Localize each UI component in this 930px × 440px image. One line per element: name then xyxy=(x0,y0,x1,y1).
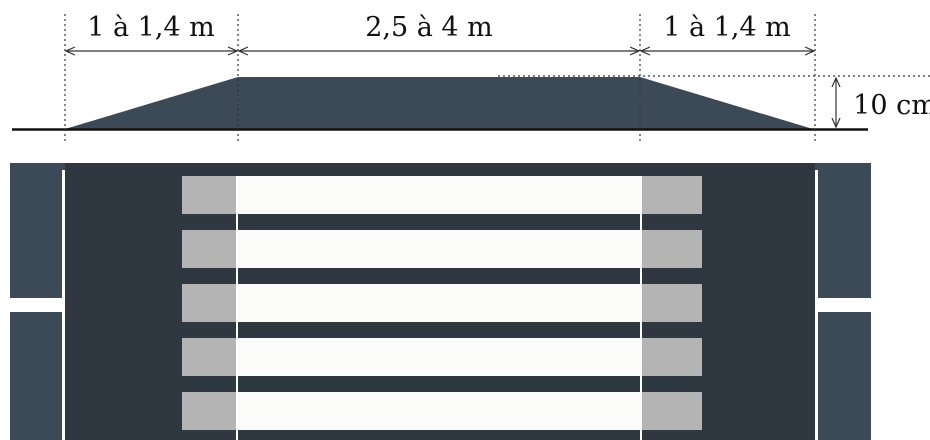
lane-marking-left xyxy=(10,298,62,312)
lane-marking-right xyxy=(818,298,871,312)
profile-view xyxy=(12,77,868,131)
extension-lines xyxy=(64,14,930,142)
crossing-stripe xyxy=(182,230,702,268)
dimension-lines xyxy=(66,51,836,127)
label-ramp-right: 1 à 1,4 m xyxy=(663,12,791,43)
crossing-stripe xyxy=(182,392,702,430)
zebra-crossing xyxy=(182,176,702,430)
edge-line-left xyxy=(62,170,65,440)
crossing-stripe xyxy=(182,338,702,376)
plateau-edge-left xyxy=(236,176,238,440)
plan-view xyxy=(10,163,871,440)
ramp-stripe-shading xyxy=(182,176,702,430)
label-plateau: 2,5 à 4 m xyxy=(365,12,493,43)
plateau-edge-right xyxy=(640,176,642,440)
crossing-stripe xyxy=(182,284,702,322)
speed-table-profile xyxy=(65,77,813,129)
crossing-stripe xyxy=(182,176,702,214)
label-ramp-left: 1 à 1,4 m xyxy=(87,12,215,43)
label-height: 10 cm xyxy=(853,90,930,121)
edge-line-right xyxy=(815,170,818,440)
